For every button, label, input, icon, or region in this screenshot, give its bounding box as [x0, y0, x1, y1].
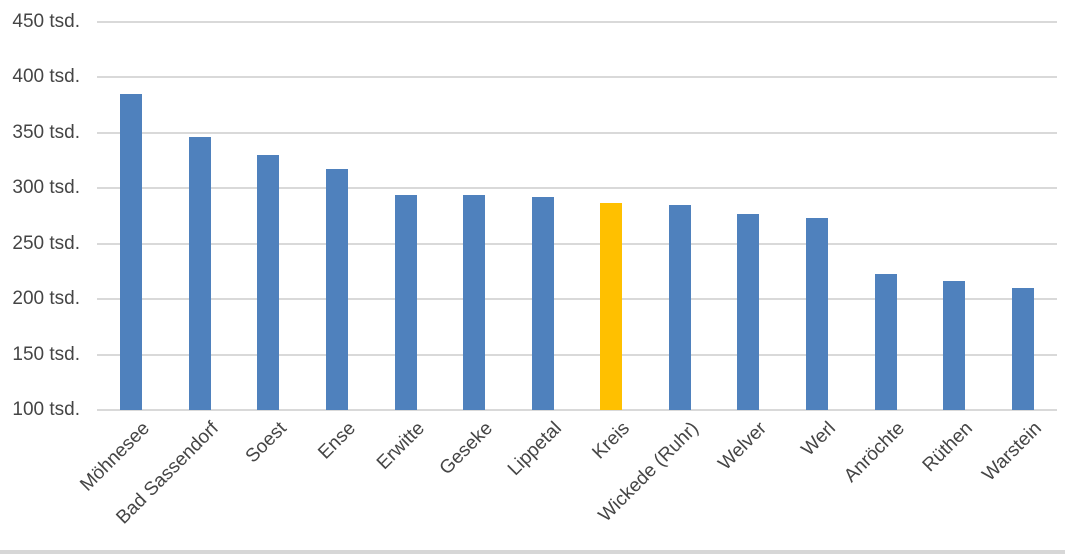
gridline: [97, 353, 1057, 356]
y-axis-tick-label: 200 tsd.: [12, 288, 80, 310]
bar-welver: [737, 213, 760, 410]
bar-wickede-ruhr-: [668, 204, 691, 410]
y-axis-tick-label: 100 tsd.: [12, 399, 80, 420]
gridline: [97, 298, 1057, 301]
y-axis-tick-label: 450 tsd.: [12, 11, 80, 32]
bar-warstein: [1011, 288, 1034, 410]
gridline: [97, 131, 1057, 134]
bar-werl: [806, 218, 828, 410]
gridline: [97, 76, 1057, 79]
bar-m-hnesee: [120, 94, 143, 410]
bar-r-then: [943, 281, 966, 410]
bar-geseke: [463, 194, 486, 410]
gridline: [97, 242, 1057, 245]
gridline: [97, 409, 1057, 411]
y-axis-tick-label: 150 tsd.: [12, 343, 80, 365]
bar-ense: [326, 169, 348, 410]
bar-soest: [257, 155, 280, 410]
x-axis-label: Möhnesee: [76, 418, 155, 496]
bar-erwitte: [394, 194, 417, 410]
bar-kreis: [600, 202, 623, 410]
bar-lippetal: [531, 197, 554, 410]
bar-anr-chte: [874, 273, 897, 410]
y-axis-tick-label: 250 tsd.: [12, 232, 80, 254]
gridline: [97, 187, 1057, 190]
y-axis-tick-label: 350 tsd.: [12, 121, 80, 143]
gridline: [97, 21, 1057, 23]
bar-bad-sassendorf: [188, 137, 211, 410]
window-bottom-strip: [0, 550, 1065, 554]
y-axis-tick-label: 400 tsd.: [12, 66, 80, 88]
y-axis-tick-label: 300 tsd.: [12, 177, 80, 199]
